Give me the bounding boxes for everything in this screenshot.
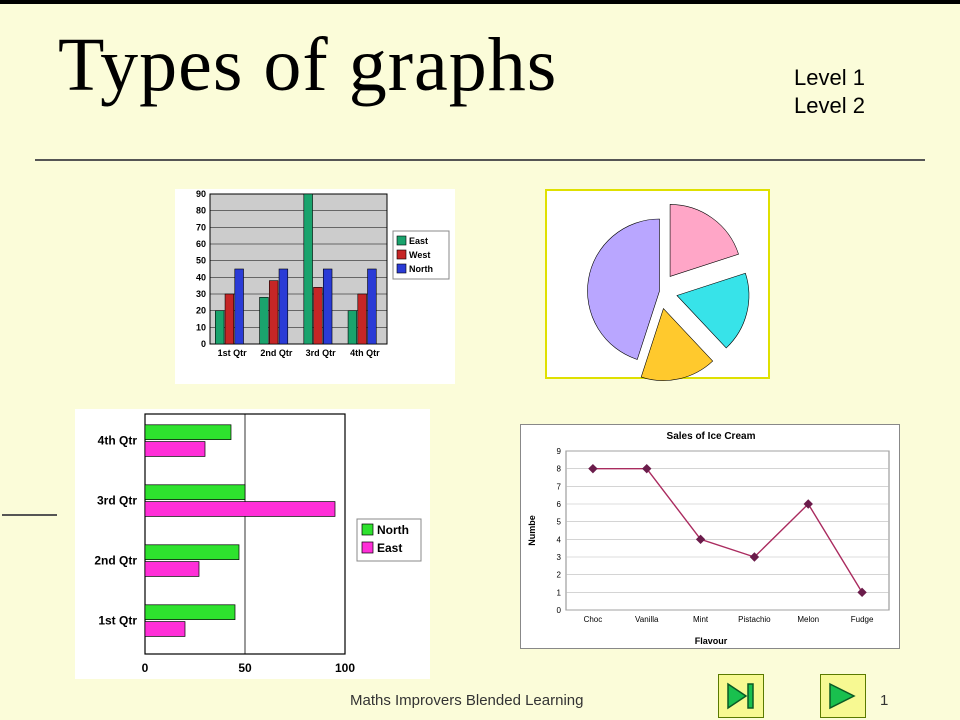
svg-text:4th Qtr: 4th Qtr (98, 434, 138, 448)
svg-text:70: 70 (196, 222, 206, 232)
bullet-mark (2, 514, 57, 516)
bar-chart-vertical: 0 10 20 30 40 50 60 70 80 90 1st Qtr 2nd Qtr 3rd Qtr… (175, 189, 455, 384)
svg-text:80: 80 (196, 206, 206, 216)
level-list: Level 1 Level 2 (794, 64, 865, 119)
level-item: Level 2 (794, 92, 865, 120)
nav-next-stop-button[interactable] (718, 674, 764, 718)
title-rule (35, 159, 925, 161)
svg-text:3rd Qtr: 3rd Qtr (306, 348, 337, 358)
svg-text:3: 3 (557, 553, 562, 562)
svg-text:40: 40 (196, 272, 206, 282)
svg-text:West: West (409, 250, 430, 260)
svg-text:50: 50 (196, 256, 206, 266)
svg-text:Numbe: Numbe (527, 515, 537, 546)
svg-text:4: 4 (557, 535, 562, 544)
line-chart: Sales of Ice Cream 0 1 2 3 4 5 6 7 8 9 Choc Vanilla M… (520, 424, 900, 649)
svg-text:2: 2 (557, 571, 562, 580)
svg-text:6: 6 (557, 500, 562, 509)
svg-text:90: 90 (196, 189, 206, 199)
svg-text:1st Qtr: 1st Qtr (218, 348, 248, 358)
page-number: 1 (880, 692, 888, 709)
bar-chart-horizontal: 0 50 100 1st Qtr 2nd Qtr 3rd Qtr 4th Qtr North E… (75, 409, 430, 679)
svg-text:Melon: Melon (797, 615, 819, 624)
nav-next-button[interactable] (820, 674, 866, 718)
svg-text:North: North (377, 523, 409, 537)
next-icon (828, 682, 858, 710)
svg-text:50: 50 (238, 661, 252, 675)
svg-text:Mint: Mint (693, 615, 709, 624)
pie-chart (545, 189, 770, 379)
svg-text:Choc: Choc (584, 615, 603, 624)
svg-text:20: 20 (196, 306, 206, 316)
svg-text:30: 30 (196, 289, 206, 299)
level-item: Level 1 (794, 64, 865, 92)
svg-text:East: East (377, 541, 402, 555)
svg-text:0: 0 (201, 339, 206, 349)
svg-text:4th Qtr: 4th Qtr (350, 348, 380, 358)
svg-text:Flavour: Flavour (695, 636, 728, 646)
svg-text:3rd Qtr: 3rd Qtr (97, 494, 137, 508)
svg-text:Sales of Ice Cream: Sales of Ice Cream (667, 431, 756, 442)
svg-text:8: 8 (557, 465, 562, 474)
svg-text:7: 7 (557, 482, 562, 491)
svg-text:0: 0 (142, 661, 149, 675)
svg-text:1st Qtr: 1st Qtr (98, 614, 137, 628)
svg-text:Pistachio: Pistachio (738, 615, 771, 624)
svg-text:Fudge: Fudge (851, 615, 874, 624)
svg-text:2nd Qtr: 2nd Qtr (94, 554, 137, 568)
svg-text:East: East (409, 236, 428, 246)
svg-text:100: 100 (335, 661, 355, 675)
svg-text:0: 0 (557, 606, 562, 615)
svg-text:2nd Qtr: 2nd Qtr (260, 348, 292, 358)
svg-text:5: 5 (557, 518, 562, 527)
svg-text:1: 1 (557, 588, 562, 597)
slide-title: Types of graphs (58, 22, 557, 109)
svg-text:North: North (409, 264, 433, 274)
footer-text: Maths Improvers Blended Learning (350, 692, 583, 709)
svg-text:10: 10 (196, 322, 206, 332)
svg-text:Vanilla: Vanilla (635, 615, 659, 624)
svg-text:9: 9 (557, 447, 562, 456)
next-stop-icon (726, 682, 756, 710)
svg-text:60: 60 (196, 239, 206, 249)
